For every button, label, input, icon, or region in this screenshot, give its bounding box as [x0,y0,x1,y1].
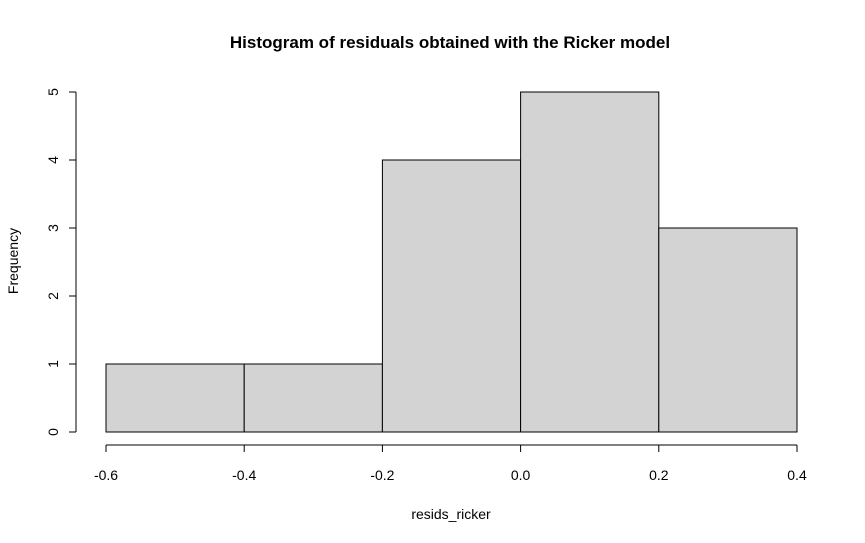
x-tick-label: 0.4 [787,467,807,483]
chart-title: Histogram of residuals obtained with the… [230,33,670,52]
histogram-bar [105,363,245,433]
bars-group [105,91,798,433]
x-tick-label: -0.4 [232,467,256,483]
y-tick-label: 1 [45,360,61,368]
x-tick-label: -0.6 [94,467,118,483]
y-ticks: 0 1 2 3 4 5 [45,88,76,436]
x-axis-label: resids_ricker [411,506,491,522]
x-tick-label: 0.0 [511,467,531,483]
y-axis-label: Frequency [5,228,21,294]
histogram-bar [520,91,660,433]
y-tick-label: 0 [45,428,61,436]
histogram-bar [243,363,383,433]
histogram-bar [381,159,522,433]
histogram-bar [658,227,798,433]
x-ticks: -0.6 -0.4 -0.2 0.0 0.2 0.4 [94,445,807,483]
x-tick-label: 0.2 [649,467,669,483]
x-axis: -0.6 -0.4 -0.2 0.0 0.2 0.4 [94,444,807,483]
y-tick-label: 5 [45,88,61,96]
y-tick-label: 3 [45,224,61,232]
x-tick-label: -0.2 [370,467,394,483]
y-tick-label: 4 [45,156,61,164]
y-axis: 0 1 2 3 4 5 [45,88,77,436]
y-tick-label: 2 [45,292,61,300]
